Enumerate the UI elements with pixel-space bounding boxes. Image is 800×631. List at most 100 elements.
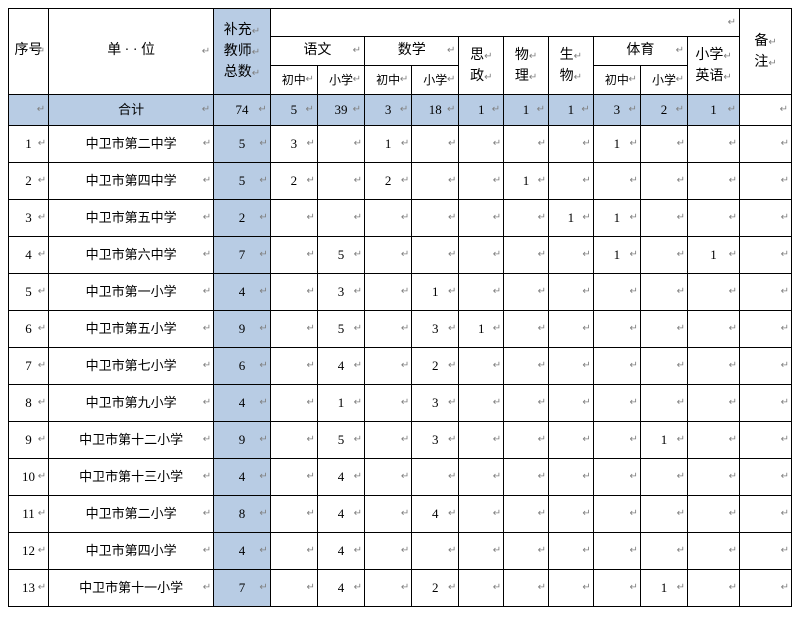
totals-total: 74↵ [214,95,271,126]
row-val-6: ↵ [548,163,593,200]
row-val-2: ↵ [365,237,412,274]
row-val-7: ↵ [593,274,640,311]
col-yuwen-chuzhong: 初中↵ [270,66,317,95]
row-unit: 中卫市第四中学↵ [49,163,214,200]
row-val-4: ↵ [459,496,504,533]
row-val-0: ↵ [270,570,317,607]
row-val-1: 4↵ [317,459,364,496]
row-val-7: ↵ [593,348,640,385]
totals-row: ↵合计↵74↵5↵39↵3↵18↵1↵1↵1↵3↵2↵1↵↵ [9,95,792,126]
row-val-6: ↵ [548,533,593,570]
row-val-4: ↵ [459,385,504,422]
col-unit: 单 · · 位↵ [49,9,214,95]
row-val-8: 1↵ [640,422,687,459]
row-val-9: ↵ [688,200,740,237]
row-val-1: 5↵ [317,422,364,459]
row-val-3: 1↵ [412,274,459,311]
row-val-2: ↵ [365,422,412,459]
row-seq: 7↵ [9,348,49,385]
row-unit: 中卫市第五中学↵ [49,200,214,237]
row-val-3: ↵ [412,459,459,496]
row-total: 2↵ [214,200,271,237]
row-val-2: ↵ [365,348,412,385]
row-val-3: 3↵ [412,385,459,422]
row-val-0: ↵ [270,459,317,496]
row-unit: 中卫市第九小学↵ [49,385,214,422]
row-val-0: ↵ [270,274,317,311]
row-val-7: ↵ [593,533,640,570]
row-remark: ↵ [740,533,792,570]
row-seq: 1↵ [9,126,49,163]
row-val-2: ↵ [365,274,412,311]
col-wuli: 物↵理↵ [504,37,549,95]
col-xiaoxue-yingyu: 小学↵英语↵ [688,37,740,95]
row-val-7: ↵ [593,422,640,459]
row-val-2: ↵ [365,459,412,496]
row-val-5: ↵ [504,274,549,311]
row-val-6: ↵ [548,459,593,496]
row-total: 4↵ [214,385,271,422]
row-val-7: 1↵ [593,126,640,163]
row-val-0: ↵ [270,496,317,533]
row-val-5: 1↵ [504,163,549,200]
col-tiyu-chuzhong: 初中↵ [593,66,640,95]
row-unit: 中卫市第五小学↵ [49,311,214,348]
row-remark: ↵ [740,348,792,385]
totals-val-4: 1↵ [459,95,504,126]
row-val-6: ↵ [548,348,593,385]
row-unit: 中卫市第十三小学↵ [49,459,214,496]
row-seq: 3↵ [9,200,49,237]
row-val-3: 2↵ [412,570,459,607]
row-val-0: ↵ [270,348,317,385]
row-val-1: 3↵ [317,274,364,311]
row-val-1: ↵ [317,163,364,200]
totals-val-0: 5↵ [270,95,317,126]
table-row: 9↵中卫市第十二小学↵9↵↵5↵↵3↵↵↵↵↵1↵↵↵ [9,422,792,459]
row-seq: 9↵ [9,422,49,459]
row-remark: ↵ [740,311,792,348]
row-val-9: ↵ [688,459,740,496]
row-val-5: ↵ [504,459,549,496]
totals-val-9: 1↵ [688,95,740,126]
row-seq: 2↵ [9,163,49,200]
totals-label: 合计↵ [49,95,214,126]
table-row: 7↵中卫市第七小学↵6↵↵4↵↵2↵↵↵↵↵↵↵↵ [9,348,792,385]
row-val-9: ↵ [688,385,740,422]
row-val-4: 1↵ [459,311,504,348]
totals-remark: ↵ [740,95,792,126]
row-val-4: ↵ [459,274,504,311]
row-total: 6↵ [214,348,271,385]
row-val-5: ↵ [504,311,549,348]
row-val-1: 4↵ [317,348,364,385]
col-total-teachers: 补充↵ 教师↵ 总数↵ [214,9,271,95]
row-seq: 12↵ [9,533,49,570]
table-row: 11↵中卫市第二小学↵8↵↵4↵↵4↵↵↵↵↵↵↵↵ [9,496,792,533]
col-remarks: 备↵ 注↵ [740,9,792,95]
row-val-7: ↵ [593,496,640,533]
table-row: 2↵中卫市第四中学↵5↵2↵↵2↵↵↵1↵↵↵↵↵↵ [9,163,792,200]
row-val-3: ↵ [412,163,459,200]
row-val-3: ↵ [412,126,459,163]
row-val-0: 2↵ [270,163,317,200]
table-body: ↵合计↵74↵5↵39↵3↵18↵1↵1↵1↵3↵2↵1↵↵1↵中卫市第二中学↵… [9,95,792,607]
row-val-5: ↵ [504,422,549,459]
row-val-8: ↵ [640,237,687,274]
teacher-allocation-table: 序号↵ 单 · · 位↵ 补充↵ 教师↵ 总数↵ ↵ 备↵ 注↵ 语文↵ 数学↵… [8,8,792,607]
col-tiyu: 体育↵ [593,37,687,66]
row-val-4: ↵ [459,570,504,607]
row-unit: 中卫市第四小学↵ [49,533,214,570]
row-seq: 13↵ [9,570,49,607]
row-val-2: ↵ [365,385,412,422]
row-val-3: 2↵ [412,348,459,385]
row-unit: 中卫市第二中学↵ [49,126,214,163]
row-val-4: ↵ [459,533,504,570]
row-val-6: ↵ [548,311,593,348]
row-val-1: 4↵ [317,496,364,533]
row-val-4: ↵ [459,200,504,237]
row-val-8: ↵ [640,311,687,348]
row-total: 7↵ [214,237,271,274]
totals-seq: ↵ [9,95,49,126]
row-val-3: ↵ [412,237,459,274]
row-val-0: ↵ [270,385,317,422]
row-val-7: 1↵ [593,237,640,274]
